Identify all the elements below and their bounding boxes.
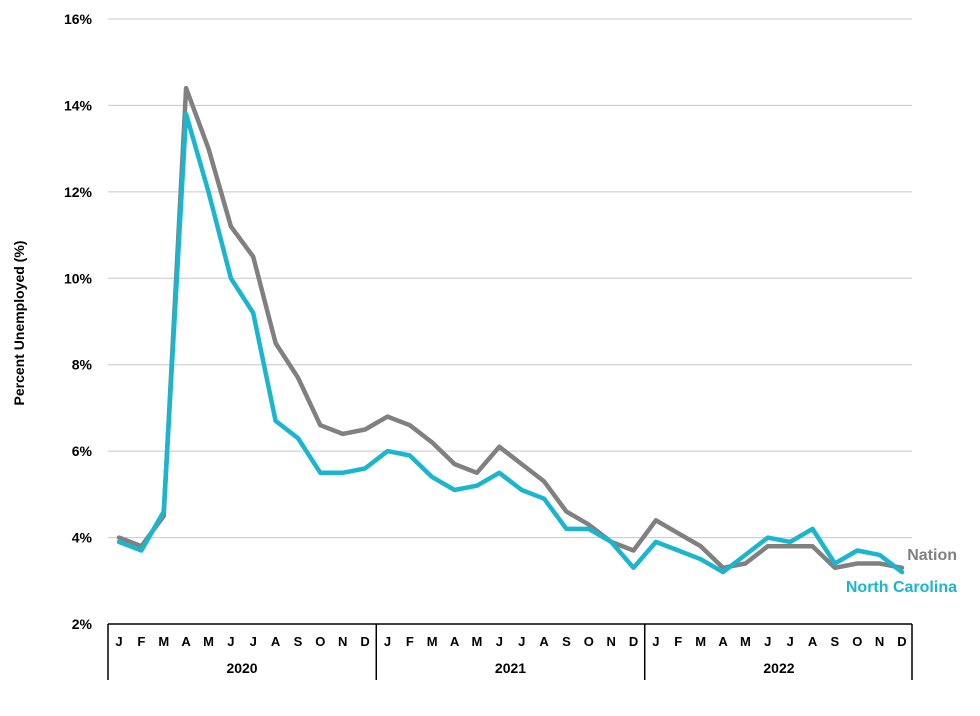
x-tick-label: A bbox=[718, 634, 728, 649]
x-tick-label: F bbox=[137, 634, 145, 649]
x-tick-label: N bbox=[875, 634, 884, 649]
x-tick-label: A bbox=[271, 634, 281, 649]
x-tick-label: M bbox=[203, 634, 214, 649]
x-tick-label: J bbox=[115, 634, 122, 649]
y-axis-title: Percent Unemployed (%) bbox=[11, 241, 27, 406]
x-tick-label: J bbox=[250, 634, 257, 649]
x-tick-label: J bbox=[787, 634, 794, 649]
year-label: 2020 bbox=[226, 660, 257, 676]
y-tick-label: 14% bbox=[64, 97, 93, 113]
series-label-nation: Nation bbox=[907, 547, 957, 564]
series-line-north-carolina bbox=[116, 111, 905, 575]
x-tick-label: N bbox=[606, 634, 615, 649]
y-tick-label: 6% bbox=[72, 443, 93, 459]
x-tick-label: O bbox=[315, 634, 325, 649]
x-tick-label: S bbox=[294, 634, 303, 649]
series-label-layer: Nation North Carolina bbox=[846, 547, 957, 596]
series-label-north-carolina: North Carolina bbox=[846, 579, 957, 596]
x-tick-label: M bbox=[472, 634, 483, 649]
y-tick-label: 2% bbox=[72, 616, 93, 632]
x-tick-label: M bbox=[158, 634, 169, 649]
x-tick-label: J bbox=[227, 634, 234, 649]
x-tick-label: O bbox=[584, 634, 594, 649]
x-tick-label: D bbox=[629, 634, 638, 649]
x-tick-label: N bbox=[338, 634, 347, 649]
x-tick-label: M bbox=[695, 634, 706, 649]
x-tick-label: D bbox=[360, 634, 369, 649]
x-tick-label: J bbox=[496, 634, 503, 649]
x-tick-label: F bbox=[406, 634, 414, 649]
x-tick-label: S bbox=[562, 634, 571, 649]
year-label: 2021 bbox=[495, 660, 526, 676]
y-tick-label: 16% bbox=[64, 11, 93, 27]
x-tick-label: A bbox=[539, 634, 549, 649]
x-tick-label: A bbox=[450, 634, 460, 649]
x-tick-label: J bbox=[384, 634, 391, 649]
grid-layer bbox=[108, 18, 912, 539]
y-tick-label: 4% bbox=[72, 530, 93, 546]
y-tick-label: 8% bbox=[72, 357, 93, 373]
year-label: 2022 bbox=[763, 660, 794, 676]
x-tick-label: S bbox=[831, 634, 840, 649]
x-tick-label: M bbox=[427, 634, 438, 649]
x-tick-label: A bbox=[181, 634, 191, 649]
x-tick-label: F bbox=[674, 634, 682, 649]
x-tick-label: J bbox=[518, 634, 525, 649]
x-axis: J F M A M J J A S O N D J F M A M J J A S O N D J F M A M J J A S O N D2020… bbox=[107, 623, 913, 680]
x-tick-label: A bbox=[808, 634, 818, 649]
y-tick-label: 10% bbox=[64, 270, 93, 286]
x-tick-label: J bbox=[764, 634, 771, 649]
x-tick-label: J bbox=[652, 634, 659, 649]
x-tick-label: O bbox=[852, 634, 862, 649]
series-layer bbox=[116, 85, 905, 575]
y-tick-label: 12% bbox=[64, 184, 93, 200]
x-tick-label: M bbox=[740, 634, 751, 649]
x-tick-label: D bbox=[897, 634, 906, 649]
y-axis: 2% 4% 6% 8% 10% 12% 14% 16% bbox=[64, 11, 93, 632]
series-line-nation bbox=[116, 85, 905, 571]
